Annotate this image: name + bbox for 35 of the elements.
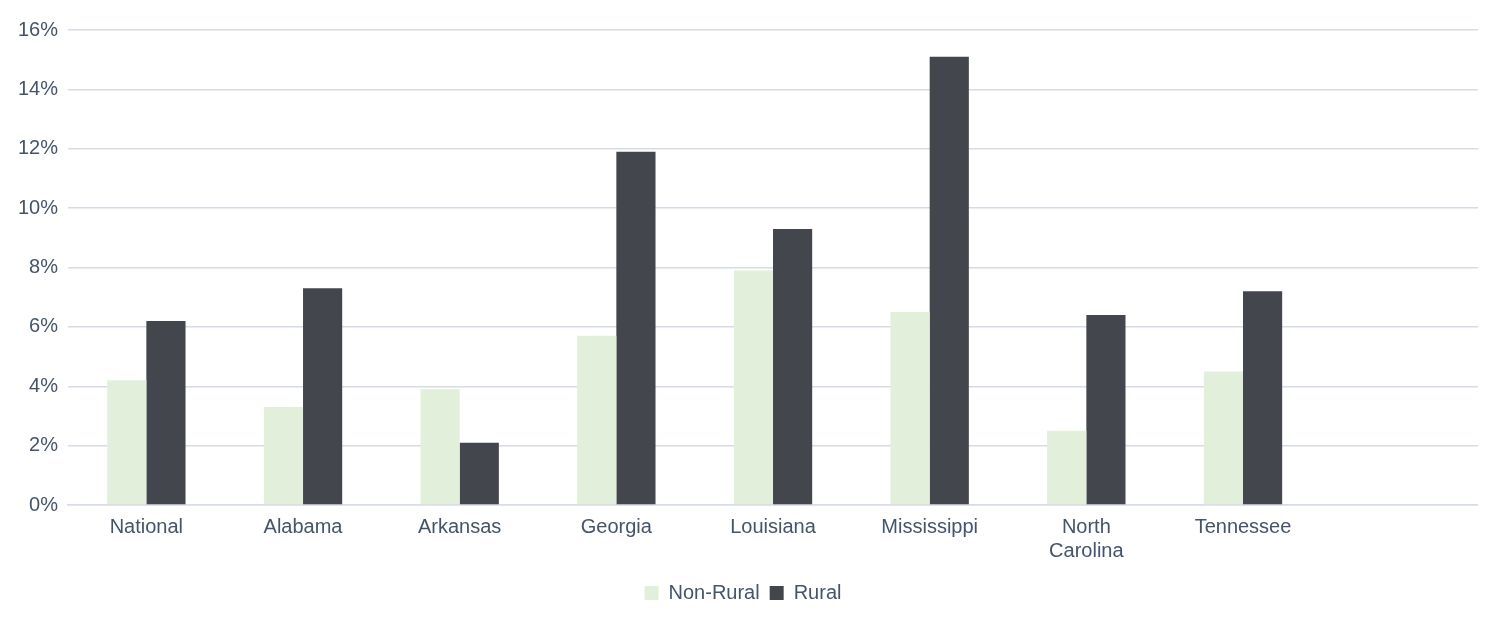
y-tick-label: 12%	[18, 136, 59, 159]
bar	[146, 320, 186, 505]
x-tick-label: Georgia	[580, 514, 653, 537]
x-tick-label: Tennessee	[1194, 514, 1292, 537]
y-tick-label: 10%	[18, 195, 59, 218]
y-tick-label: 6%	[29, 314, 59, 337]
bar	[420, 389, 460, 505]
bar	[773, 228, 813, 505]
x-tick-label: National	[109, 514, 184, 537]
y-tick-label: 14%	[18, 76, 59, 99]
bar	[929, 56, 969, 505]
bar	[1047, 430, 1087, 505]
y-tick-label: 0%	[29, 492, 59, 515]
x-tick-label: Louisiana	[730, 514, 817, 537]
bar	[459, 442, 499, 505]
y-tick-label: 2%	[29, 433, 59, 456]
bar	[733, 270, 774, 505]
legend-label: Rural	[793, 580, 842, 603]
bar	[263, 407, 304, 505]
bar	[890, 312, 930, 505]
y-tick-label: 4%	[29, 373, 59, 396]
bar	[1243, 291, 1283, 505]
x-tick-label: North Carolina	[1049, 514, 1125, 561]
y-tick-label: 16%	[18, 17, 59, 40]
bar	[1203, 371, 1244, 505]
bar	[107, 380, 147, 505]
y-tick-label: 8%	[29, 255, 59, 278]
x-tick-label: Mississippi	[881, 514, 979, 537]
x-tick-label: Alabama	[263, 514, 344, 537]
bar	[577, 335, 617, 505]
bar	[616, 151, 656, 505]
legend-label: Non-Rural	[668, 580, 760, 603]
bar	[303, 288, 343, 505]
x-tick-label: Arkansas	[418, 514, 502, 537]
bar	[1086, 315, 1126, 505]
